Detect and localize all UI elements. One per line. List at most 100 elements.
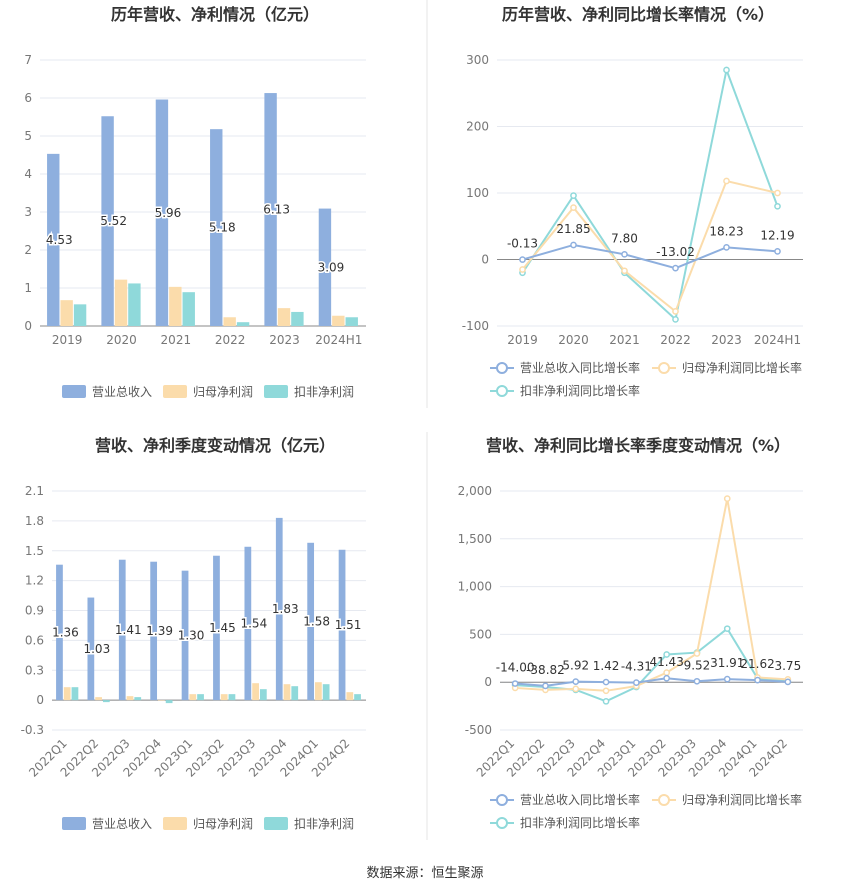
chart4-point-revenue (693, 677, 701, 685)
chart4-legend-label: 扣非净利润同比增长率 (520, 815, 640, 830)
chart3-legend-swatch (163, 817, 187, 830)
chart1-data-label: 5.18 (209, 221, 236, 235)
chart2-ytick-label: -100 (462, 319, 489, 333)
chart1-bar-revenue (155, 99, 169, 327)
chart3-data-label: 1.54 (240, 616, 267, 630)
chart3-bar-deducted_profit (228, 694, 236, 701)
chart3-bar-revenue (56, 564, 63, 701)
chart4-point-revenue (542, 682, 549, 690)
chart1-bar-deducted_profit (182, 292, 195, 326)
chart3-ytick-label: 0.3 (25, 663, 44, 677)
chart2-legend-marker (658, 362, 670, 374)
chart4-data-label: -14.00 (496, 661, 535, 675)
chart2-point-parent_profit (570, 204, 577, 211)
chart1-bar-deducted_profit (73, 304, 87, 326)
chart1-bar-parent_profit (169, 286, 182, 326)
chart3-ytick-label: 1.2 (25, 574, 44, 588)
chart4-point-revenue (723, 675, 731, 683)
chart4-point-deducted_profit (602, 697, 610, 705)
chart2-point-revenue (570, 241, 577, 249)
chart2-legend-label: 营业总收入同比增长率 (520, 360, 640, 375)
chart3-bar-deducted_profit (259, 689, 267, 701)
chart1-ytick-label: 6 (24, 91, 32, 105)
chart4-data-label: 9.52 (684, 658, 711, 672)
chart3-ytick-label: 1.5 (25, 544, 44, 558)
chart1-xtick-label: 2024H1 (315, 333, 362, 347)
chart2-point-parent_profit (672, 308, 679, 315)
chart2-point-deducted_profit (774, 202, 781, 210)
chart1-legend-swatch (163, 385, 187, 398)
chart3-bar-parent_profit (63, 687, 71, 701)
chart3-legend-label: 营业总收入 (92, 817, 152, 831)
chart2-legend-label: 扣非净利润同比增长率 (520, 383, 640, 398)
chart4-data-label: 1.42 (593, 659, 620, 673)
chart2-point-deducted_profit (672, 316, 679, 323)
chart4-ytick-label: 500 (469, 627, 492, 641)
chart4-legend-marker (496, 817, 508, 829)
chart4-point-parent_profit (663, 669, 671, 676)
chart3-data-label: 1.83 (272, 602, 299, 616)
chart3-bar-parent_profit (315, 682, 322, 701)
chart3-bar-parent_profit (95, 697, 102, 701)
chart2-point-parent_profit (723, 177, 730, 185)
chart1-legend-label: 营业总收入 (92, 385, 152, 399)
chart3-bar-revenue (181, 570, 189, 701)
chart4-point-revenue (784, 678, 792, 686)
chart1-xtick-label: 2020 (106, 333, 137, 347)
chart4-legend-marker (658, 794, 670, 806)
chart4-point-revenue (633, 679, 640, 686)
chart4-legend-label: 归母净利润同比增长率 (682, 792, 802, 807)
chart3-ytick-label: 1.8 (25, 514, 44, 528)
chart3-bar-revenue (244, 546, 252, 701)
chart1-bar-parent_profit (277, 308, 291, 326)
chart1-ytick-label: 5 (24, 129, 32, 143)
chart3-bar-parent_profit (158, 700, 165, 701)
chart1-bar-revenue (318, 208, 332, 326)
chart3-ytick-label: 2.1 (25, 484, 44, 498)
chart2-legend-marker (496, 385, 508, 397)
chart3-legend-swatch (264, 817, 288, 830)
chart4-data-label: 3.75 (774, 659, 801, 673)
chart3-bar-revenue (338, 549, 346, 701)
chart4-legend-marker (496, 794, 508, 806)
chart2-line-revenue (522, 243, 778, 270)
chart2-xtick-label: 2023 (711, 333, 742, 347)
chart1-bar-parent_profit (223, 317, 236, 326)
chart2-point-revenue (519, 256, 526, 263)
chart1-bar-revenue (210, 129, 223, 326)
chart3-ytick-label: 0 (36, 693, 44, 707)
chart1-ytick-label: 1 (24, 281, 32, 295)
chart3-bar-parent_profit (346, 692, 354, 701)
chart4-point-deducted_profit (663, 651, 671, 658)
chart3-ytick-label: 0.6 (25, 633, 44, 647)
chart3-bar-revenue (150, 561, 158, 701)
chart3-data-label: 1.03 (83, 642, 110, 656)
chart1-ytick-label: 4 (24, 167, 32, 181)
chart4-legend-label: 营业总收入同比增长率 (520, 792, 640, 807)
chart3-bar-parent_profit (283, 684, 291, 701)
chart3-data-label: 1.51 (335, 618, 362, 632)
chart1-data-label: 6.13 (263, 203, 290, 217)
chart2-legend-label: 归母净利润同比增长率 (682, 360, 802, 375)
chart2-xtick-label: 2024H1 (754, 333, 801, 347)
chart4-ytick-label: 2,000 (458, 484, 492, 498)
chart1-data-label: 4.53 (46, 233, 73, 247)
chart3-bar-revenue (118, 559, 126, 701)
chart3-title: 营收、净利季度变动情况（亿元） (95, 436, 335, 455)
chart3-bar-deducted_profit (165, 700, 173, 704)
chart2-ytick-label: 100 (466, 186, 489, 200)
chart3-data-label: 1.45 (209, 621, 236, 635)
chart4-data-label: 21.62 (740, 657, 774, 671)
chart3-legend-swatch (62, 817, 86, 830)
source-note: 数据来源：恒生聚源 (366, 866, 484, 881)
chart2-legend-marker (496, 362, 508, 374)
chart3-bar-deducted_profit (322, 684, 330, 701)
chart1-xtick-label: 2019 (52, 333, 83, 347)
chart1-ytick-label: 3 (24, 205, 32, 219)
chart4-point-parent_profit (723, 495, 731, 502)
chart2-point-revenue (621, 250, 628, 258)
chart3-ytick-label: -0.3 (21, 723, 44, 737)
chart2-point-parent_profit (621, 267, 628, 275)
chart3-data-label: 1.41 (115, 623, 142, 637)
